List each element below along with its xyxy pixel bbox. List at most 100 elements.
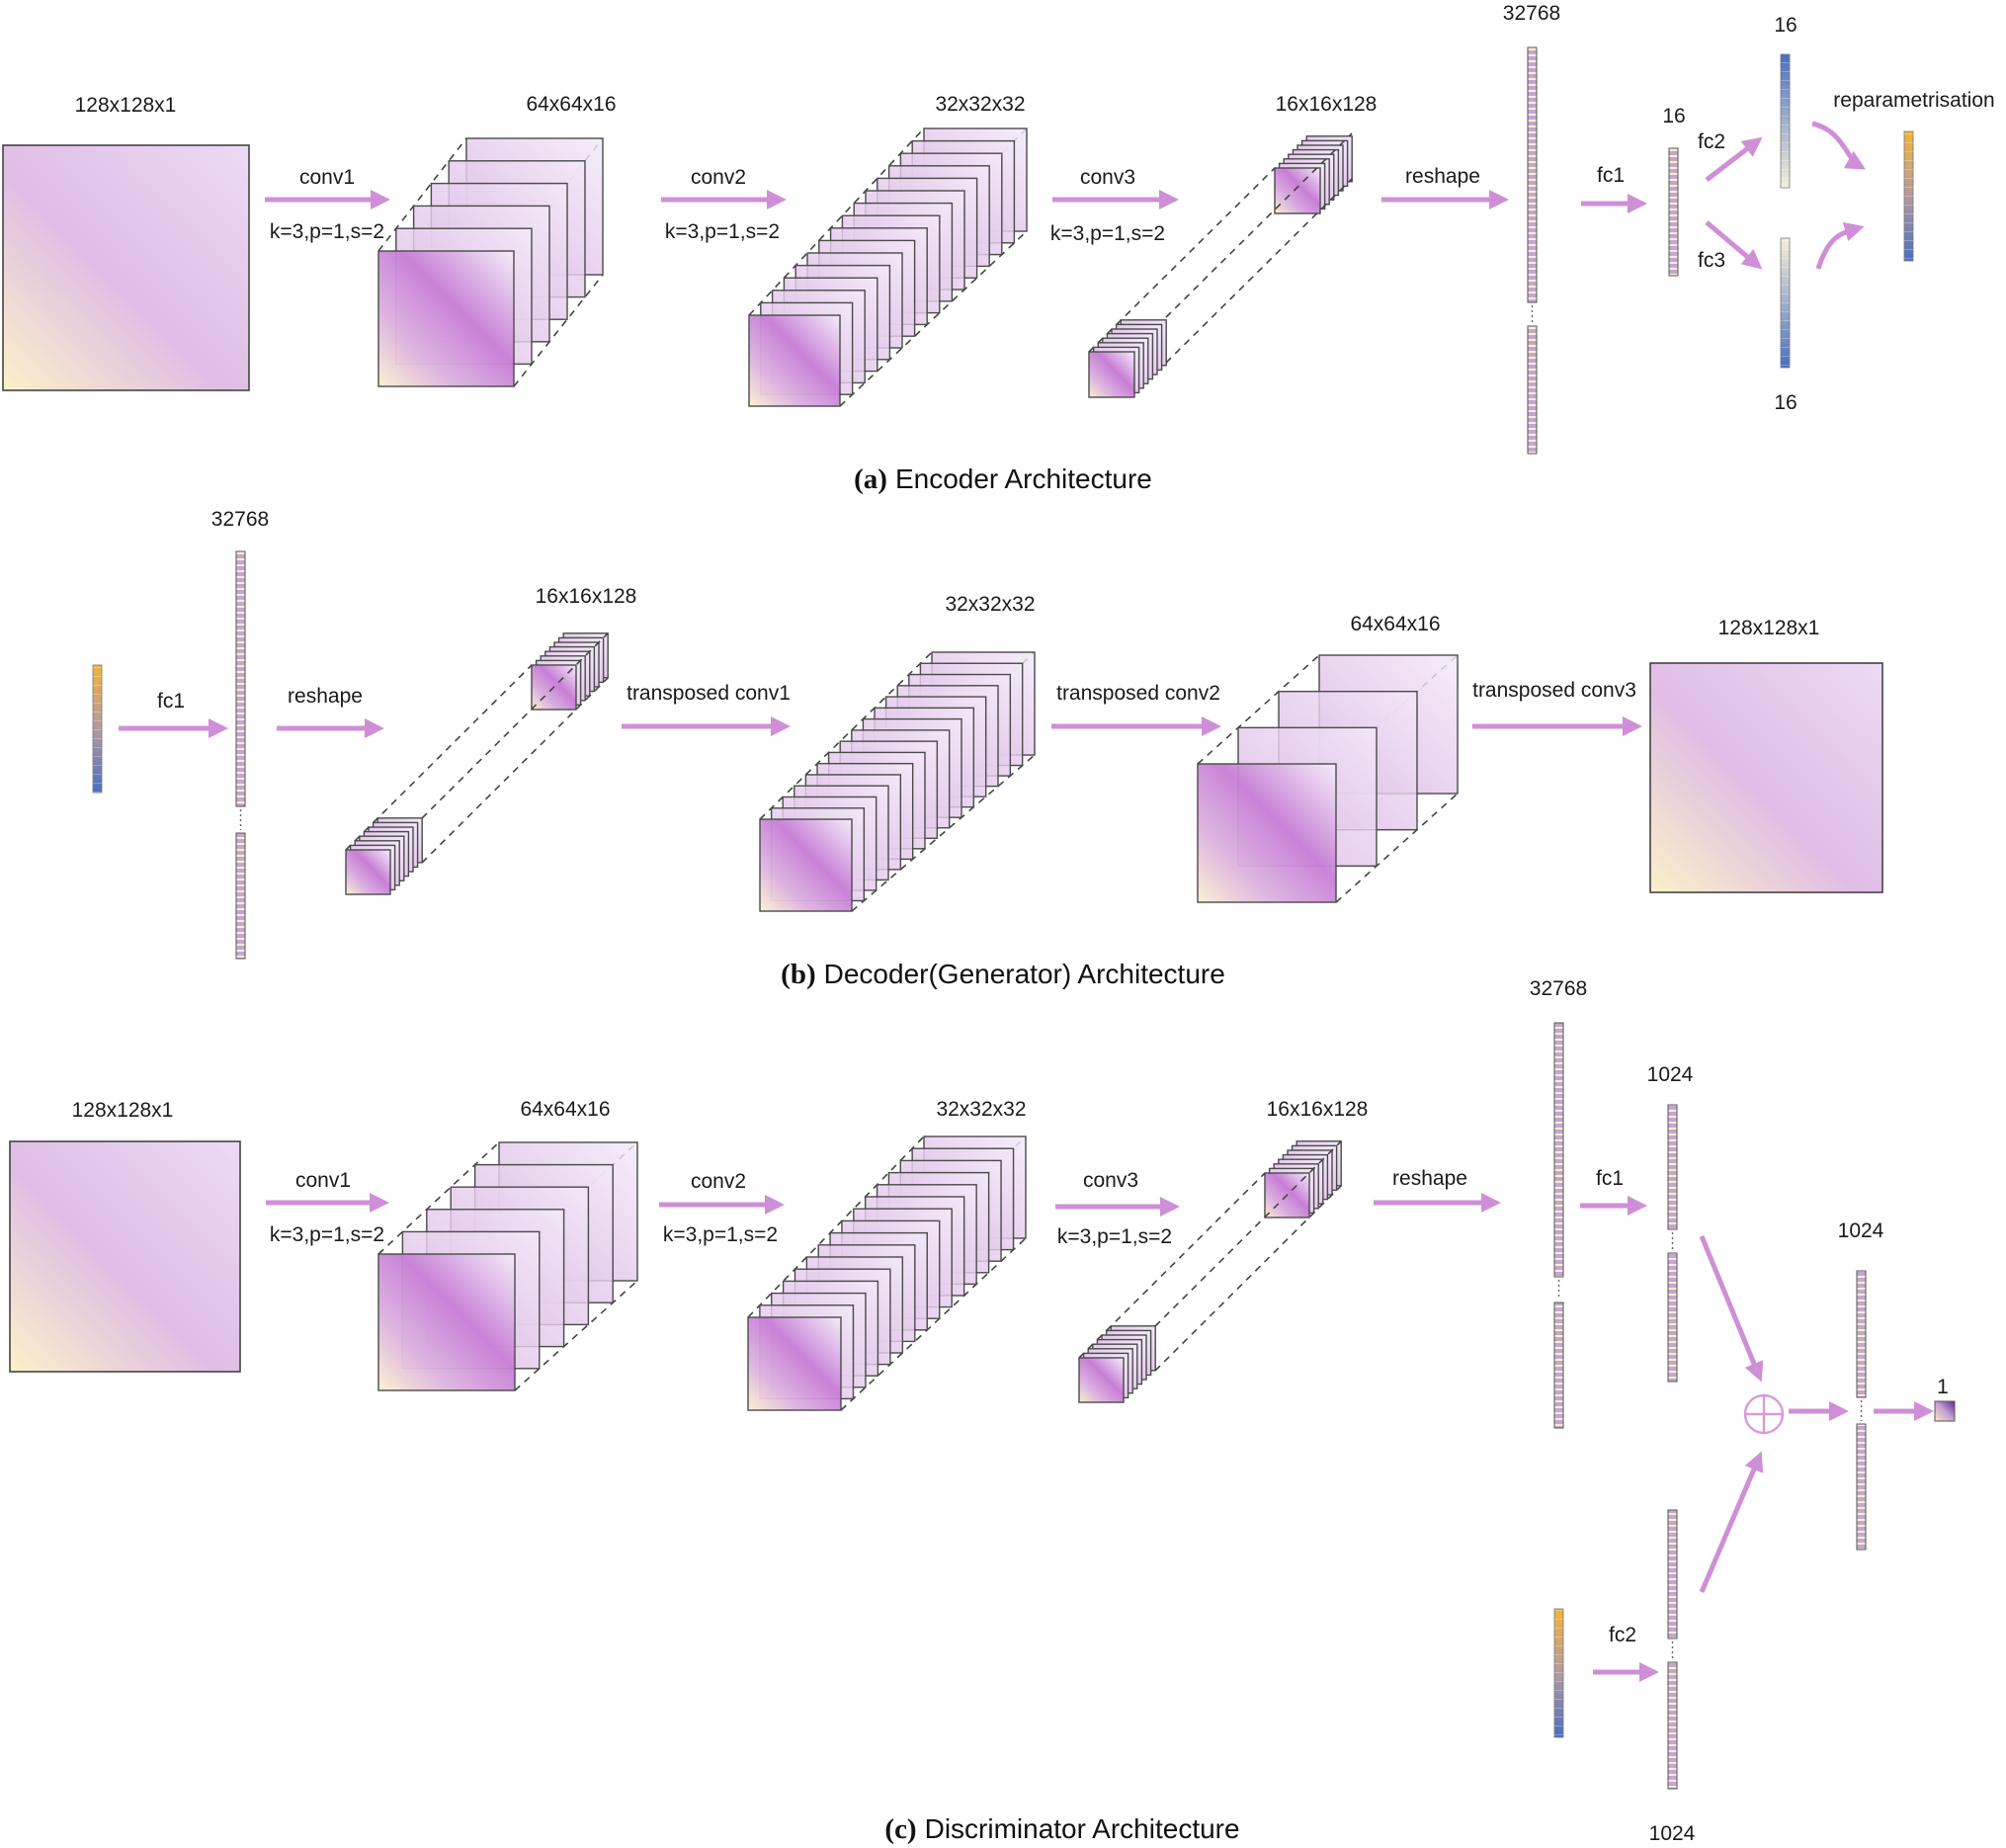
dis-conv1-block — [377, 1141, 638, 1391]
enc-sigma-vector — [1780, 237, 1791, 369]
enc-conv1-block-dash-br — [513, 274, 604, 387]
dec-output-dim-label: 128x128x1 — [1718, 617, 1820, 639]
dis-fc1-to-merge-arrow — [1699, 1235, 1764, 1383]
dis-fc2-vector-seg — [1667, 1509, 1678, 1639]
dis-conv1-label: conv1 — [295, 1169, 351, 1192]
dec-reshape-dim-label: 16x16x128 — [536, 585, 637, 608]
dec-tconv1-block-dash-tl — [759, 651, 933, 820]
enc-conv3-back-map — [1274, 167, 1321, 214]
enc-fc1-vector — [1668, 147, 1679, 277]
enc-flat-dim-label: 32768 — [1503, 2, 1560, 25]
dis-conv3-dash-tl — [1078, 1172, 1266, 1359]
dis-merge-vector-seg — [1856, 1423, 1867, 1551]
dis-fc2-label: fc2 — [1609, 1624, 1636, 1646]
enc-reshape-label: reshape — [1405, 165, 1480, 188]
enc-fc1-label: fc1 — [1597, 164, 1625, 187]
dec-tconv2-block-dash-br — [1335, 793, 1459, 903]
dec-output-square — [1649, 662, 1883, 893]
dec-latent-vector — [92, 664, 103, 794]
dec-tconv2-block-map — [1197, 763, 1337, 903]
dis-merge-sum — [1743, 1393, 1785, 1435]
enc-fc3-arrow — [1705, 220, 1763, 270]
enc-mu-vector — [1780, 53, 1791, 189]
dis-input-square — [9, 1140, 241, 1373]
enc-fc3-dim-label: 16 — [1774, 391, 1797, 414]
dec-tconv3-label: transposed conv3 — [1472, 679, 1636, 702]
dec-reshape-dash-tl — [345, 664, 533, 851]
dec-flat-dim-label: 32768 — [211, 508, 269, 531]
enc-input-dim-label: 128x128x1 — [75, 94, 177, 117]
enc-conv2-block-dash-tl — [748, 127, 925, 316]
enc-reparam-arrow-top — [1811, 121, 1867, 170]
dis-fc2-dim-label: 1024 — [1649, 1822, 1696, 1845]
dec-tconv1-label: transposed conv1 — [627, 682, 791, 705]
enc-latent-vector — [1903, 130, 1914, 262]
enc-fc1-dim-label: 16 — [1662, 105, 1685, 127]
dis-conv3-label: conv3 — [1083, 1169, 1138, 1192]
dis-conv3-params-label: k=3,p=1,s=2 — [1057, 1225, 1172, 1248]
enc-conv1-params-label: k=3,p=1,s=2 — [270, 220, 384, 243]
dis-flat-dim-label: 32768 — [1530, 977, 1587, 1000]
dec-flat-vector — [235, 550, 246, 960]
dis-fc2-to-merge-arrow — [1699, 1451, 1764, 1593]
enc-conv2-params-label: k=3,p=1,s=2 — [665, 220, 780, 243]
dis-caption: (c) Discriminator Architecture — [884, 1813, 1239, 1845]
diagram-labels: 128x128x1 conv1 k=3,p=1,s=2 64x64x16 con… — [72, 2, 1995, 1845]
dis-flat-vector-seg — [1553, 1022, 1564, 1278]
dis-conv3-dim-label: 16x16x128 — [1267, 1098, 1369, 1121]
dis-conv3-dash-tr — [1154, 1140, 1342, 1327]
enc-reparam-label: reparametrisation — [1833, 89, 1994, 112]
dis-input-dim-label: 128x128x1 — [72, 1099, 174, 1122]
enc-flat-vector-seg — [1527, 325, 1538, 455]
enc-flat-vector-seg — [1527, 46, 1538, 303]
dis-conv2-label: conv2 — [691, 1170, 746, 1193]
dis-fc1-vector — [1667, 1104, 1678, 1383]
dis-flat-vector — [1553, 1022, 1564, 1429]
enc-conv3-label: conv3 — [1080, 166, 1135, 189]
dis-fc1-vector-seg — [1667, 1252, 1678, 1383]
dis-conv2-block-map — [747, 1316, 842, 1411]
enc-fc2-label: fc2 — [1698, 130, 1725, 153]
dis-flat-vector-seg — [1553, 1302, 1564, 1429]
dis-conv2-block — [747, 1135, 1027, 1411]
enc-conv1-block-map — [377, 250, 515, 387]
dec-reshape-dash-tr — [421, 632, 609, 819]
dis-reshape-label: reshape — [1392, 1167, 1467, 1190]
enc-latent-vector-cells — [1904, 131, 1913, 261]
enc-fc1-vector-seg — [1668, 147, 1679, 277]
diagram-shapes — [2, 46, 1956, 1790]
dec-tconv2-block — [1197, 654, 1459, 903]
dis-fc1-vector-seg — [1667, 1104, 1678, 1230]
dec-reshape-label: reshape — [288, 685, 363, 708]
enc-conv2-block — [748, 127, 1028, 407]
dec-fc1-label: fc1 — [157, 690, 185, 713]
dis-merge-vector-seg — [1856, 1270, 1867, 1398]
dis-latent-vector — [1553, 1608, 1564, 1738]
dis-conv2-dim-label: 32x32x32 — [936, 1098, 1026, 1121]
dis-latent-vector-cells — [1554, 1609, 1563, 1737]
enc-conv1-label: conv1 — [299, 166, 355, 189]
dec-flat-vector-seg — [235, 832, 246, 960]
dis-conv2-block-dash-tl — [747, 1135, 925, 1318]
enc-conv3-dim-label: 16x16x128 — [1276, 93, 1378, 116]
dis-conv1-block-dash-br — [514, 1280, 638, 1391]
dec-flat-vector-seg — [235, 550, 246, 807]
dis-conv2-block-dash-br — [840, 1237, 1027, 1411]
dis-conv1-block-map — [377, 1253, 516, 1391]
dis-conv1-block-dash-tl — [377, 1141, 500, 1255]
dec-caption: (b) Decoder(Generator) Architecture — [781, 959, 1225, 990]
enc-mu-vector-cells — [1781, 54, 1790, 188]
enc-input-square — [2, 144, 250, 391]
dis-output-unit — [1934, 1400, 1956, 1422]
enc-caption: (a) Encoder Architecture — [854, 463, 1152, 495]
dis-fc2-vector-seg — [1667, 1661, 1678, 1790]
enc-conv3-params-label: k=3,p=1,s=2 — [1050, 222, 1165, 245]
dec-tconv1-dim-label: 32x32x32 — [945, 593, 1035, 616]
dis-conv2-params-label: k=3,p=1,s=2 — [663, 1223, 778, 1246]
dec-reshape-front — [345, 817, 423, 895]
dis-fc2-vector — [1667, 1509, 1678, 1790]
enc-reparam-arrow-bottom — [1815, 221, 1865, 270]
enc-conv1-block — [377, 137, 604, 387]
enc-conv2-label: conv2 — [691, 166, 746, 189]
